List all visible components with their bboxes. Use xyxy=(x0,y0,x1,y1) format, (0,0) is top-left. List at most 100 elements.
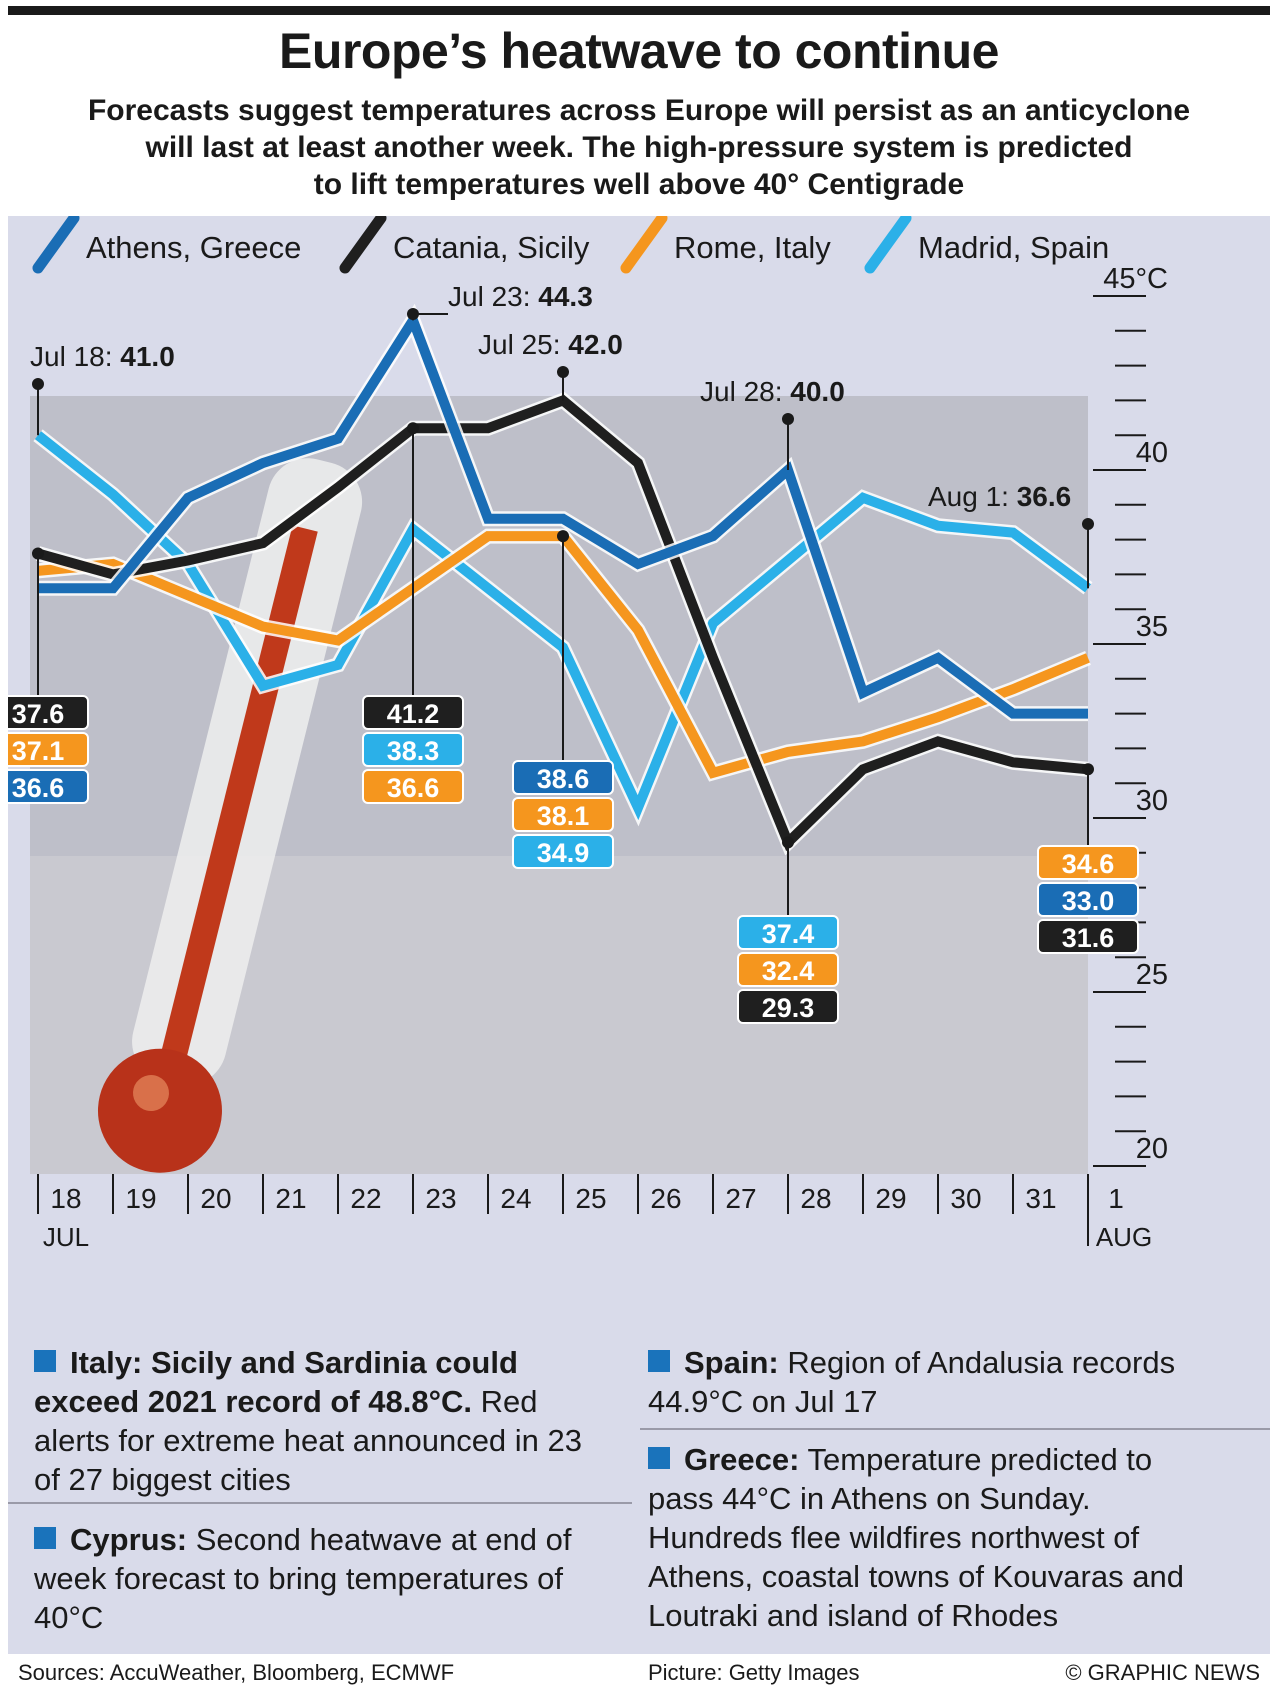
annotation-dot xyxy=(557,366,569,378)
value-box xyxy=(362,695,464,730)
value-box-label: 37.1 xyxy=(12,736,65,766)
annotation-dot xyxy=(782,413,794,425)
page-title: Europe’s heatwave to continue xyxy=(279,23,999,79)
legend-swatch xyxy=(32,216,80,274)
legend-swatch xyxy=(620,216,668,274)
thermometer-icon xyxy=(97,458,363,1173)
annotation-dot xyxy=(1082,518,1094,530)
x-tick-label: 28 xyxy=(800,1183,831,1214)
footer-sources: Sources: AccuWeather, Bloomberg, ECMWF xyxy=(18,1660,455,1685)
value-box-label: 41.2 xyxy=(387,699,440,729)
annotation-date: Jul 28: xyxy=(700,376,790,407)
x-tick-label: 18 xyxy=(50,1183,81,1214)
value-box-label: 38.3 xyxy=(387,736,440,766)
y-tick-label: 30 xyxy=(1136,785,1168,817)
note-italy-body: Red alerts for extreme heat announced in… xyxy=(34,1384,583,1497)
annotation-label: Jul 28: 40.0 xyxy=(700,376,845,407)
value-box xyxy=(362,732,464,767)
value-box xyxy=(737,989,839,1024)
value-box xyxy=(8,769,89,804)
note-cyprus-body: Second heatwave at end of week forecast … xyxy=(34,1522,572,1635)
legend-swatch xyxy=(864,216,912,274)
y-tick-label: 20 xyxy=(1136,1133,1168,1165)
value-box xyxy=(1037,919,1139,954)
x-tick-label: 27 xyxy=(725,1183,756,1214)
value-box xyxy=(362,769,464,804)
bullet-square-icon xyxy=(34,1350,56,1372)
value-box-label: 38.6 xyxy=(537,764,590,794)
value-box xyxy=(8,732,89,767)
note-greece: Greece: Temperature predicted to pass 44… xyxy=(648,1440,1208,1635)
top-rule xyxy=(8,6,1270,15)
note-cyprus-head: Cyprus: xyxy=(70,1522,188,1557)
legend-label: Athens, Greece xyxy=(86,230,301,265)
series-line xyxy=(38,309,1088,719)
annotation-label: Jul 25: 42.0 xyxy=(478,329,623,360)
annotation-date: Jul 23: xyxy=(448,281,538,312)
footer-credit: © GRAPHIC NEWS xyxy=(1065,1660,1260,1685)
x-tick-label: 31 xyxy=(1025,1183,1056,1214)
annotation-value: 36.6 xyxy=(1017,481,1072,512)
x-month-label: JUL xyxy=(43,1222,89,1252)
annotation-dot xyxy=(32,378,44,390)
legend-label: Catania, Sicily xyxy=(393,230,590,265)
value-box-label: 37.6 xyxy=(12,699,65,729)
value-box xyxy=(512,834,614,869)
note-greece-body: Temperature predicted to pass 44°C in At… xyxy=(648,1442,1184,1633)
annotation-date: Jul 18: xyxy=(30,341,120,372)
value-box-label: 34.6 xyxy=(1062,849,1115,879)
subtitle-line: to lift temperatures well above 40° Cent… xyxy=(313,168,965,201)
note-spain: Spain: Region of Andalusia records 44.9°… xyxy=(648,1343,1258,1421)
annotation-value: 42.0 xyxy=(568,329,623,360)
annotation-value: 44.3 xyxy=(538,281,593,312)
value-box-label: 33.0 xyxy=(1062,886,1115,916)
x-tick-label: 23 xyxy=(425,1183,456,1214)
x-tick-label: 20 xyxy=(200,1183,231,1214)
annotation-date: Aug 1: xyxy=(928,481,1017,512)
value-box-dot xyxy=(1082,763,1094,776)
note-divider xyxy=(640,1428,1270,1430)
value-box-dot xyxy=(32,547,44,560)
value-box-label: 36.6 xyxy=(12,773,65,803)
legend-swatch xyxy=(339,216,387,274)
note-greece-head: Greece: xyxy=(684,1442,800,1477)
x-tick-label: 24 xyxy=(500,1183,531,1214)
temperature-chart: Athens, Greece Catania, Sicily Rome, Italy… xyxy=(8,216,1168,1252)
value-box-dot xyxy=(407,422,419,435)
note-italy-head: Italy: Sicily and Sardinia could exceed … xyxy=(34,1345,518,1419)
value-box xyxy=(8,695,89,730)
annotation-date: Jul 25: xyxy=(478,329,568,360)
y-tick-label: 45°C xyxy=(1103,263,1168,295)
bullet-square-icon xyxy=(34,1527,56,1549)
annotation-value: 40.0 xyxy=(790,376,845,407)
value-box-dot xyxy=(782,836,794,849)
thermometer-bulb xyxy=(97,1048,222,1173)
thermometer-highlight xyxy=(132,1075,169,1112)
value-box xyxy=(737,952,839,987)
note-divider xyxy=(8,1502,632,1504)
x-tick-label: 22 xyxy=(350,1183,381,1214)
value-box-label: 38.1 xyxy=(537,801,590,831)
value-box xyxy=(512,797,614,832)
note-italy: Italy: Sicily and Sardinia could exceed … xyxy=(34,1343,614,1499)
value-box xyxy=(1037,845,1139,880)
value-box-label: 29.3 xyxy=(762,993,815,1023)
value-box-label: 32.4 xyxy=(762,956,815,986)
legend-label: Madrid, Spain xyxy=(918,230,1109,265)
value-box xyxy=(737,915,839,950)
value-box-label: 31.6 xyxy=(1062,923,1115,953)
x-tick-label: 29 xyxy=(875,1183,906,1214)
legend-label: Rome, Italy xyxy=(674,230,831,265)
value-box xyxy=(512,760,614,795)
x-tick-label: 25 xyxy=(575,1183,606,1214)
x-tick-label: 21 xyxy=(275,1183,306,1214)
note-spain-body: Region of Andalusia records 44.9°C on Ju… xyxy=(648,1345,1176,1419)
x-tick-label: 30 xyxy=(950,1183,981,1214)
page-subtitle: Forecasts suggest temperatures across Eu… xyxy=(40,92,1238,203)
y-tick-label: 40 xyxy=(1136,437,1168,469)
value-box-label: 36.6 xyxy=(387,773,440,803)
subtitle-line: will last at least another week. The hig… xyxy=(145,131,1133,164)
thermometer-column xyxy=(157,525,318,1076)
subtitle-line: Forecasts suggest temperatures across Eu… xyxy=(87,94,1191,127)
note-spain-head: Spain: xyxy=(684,1345,779,1380)
